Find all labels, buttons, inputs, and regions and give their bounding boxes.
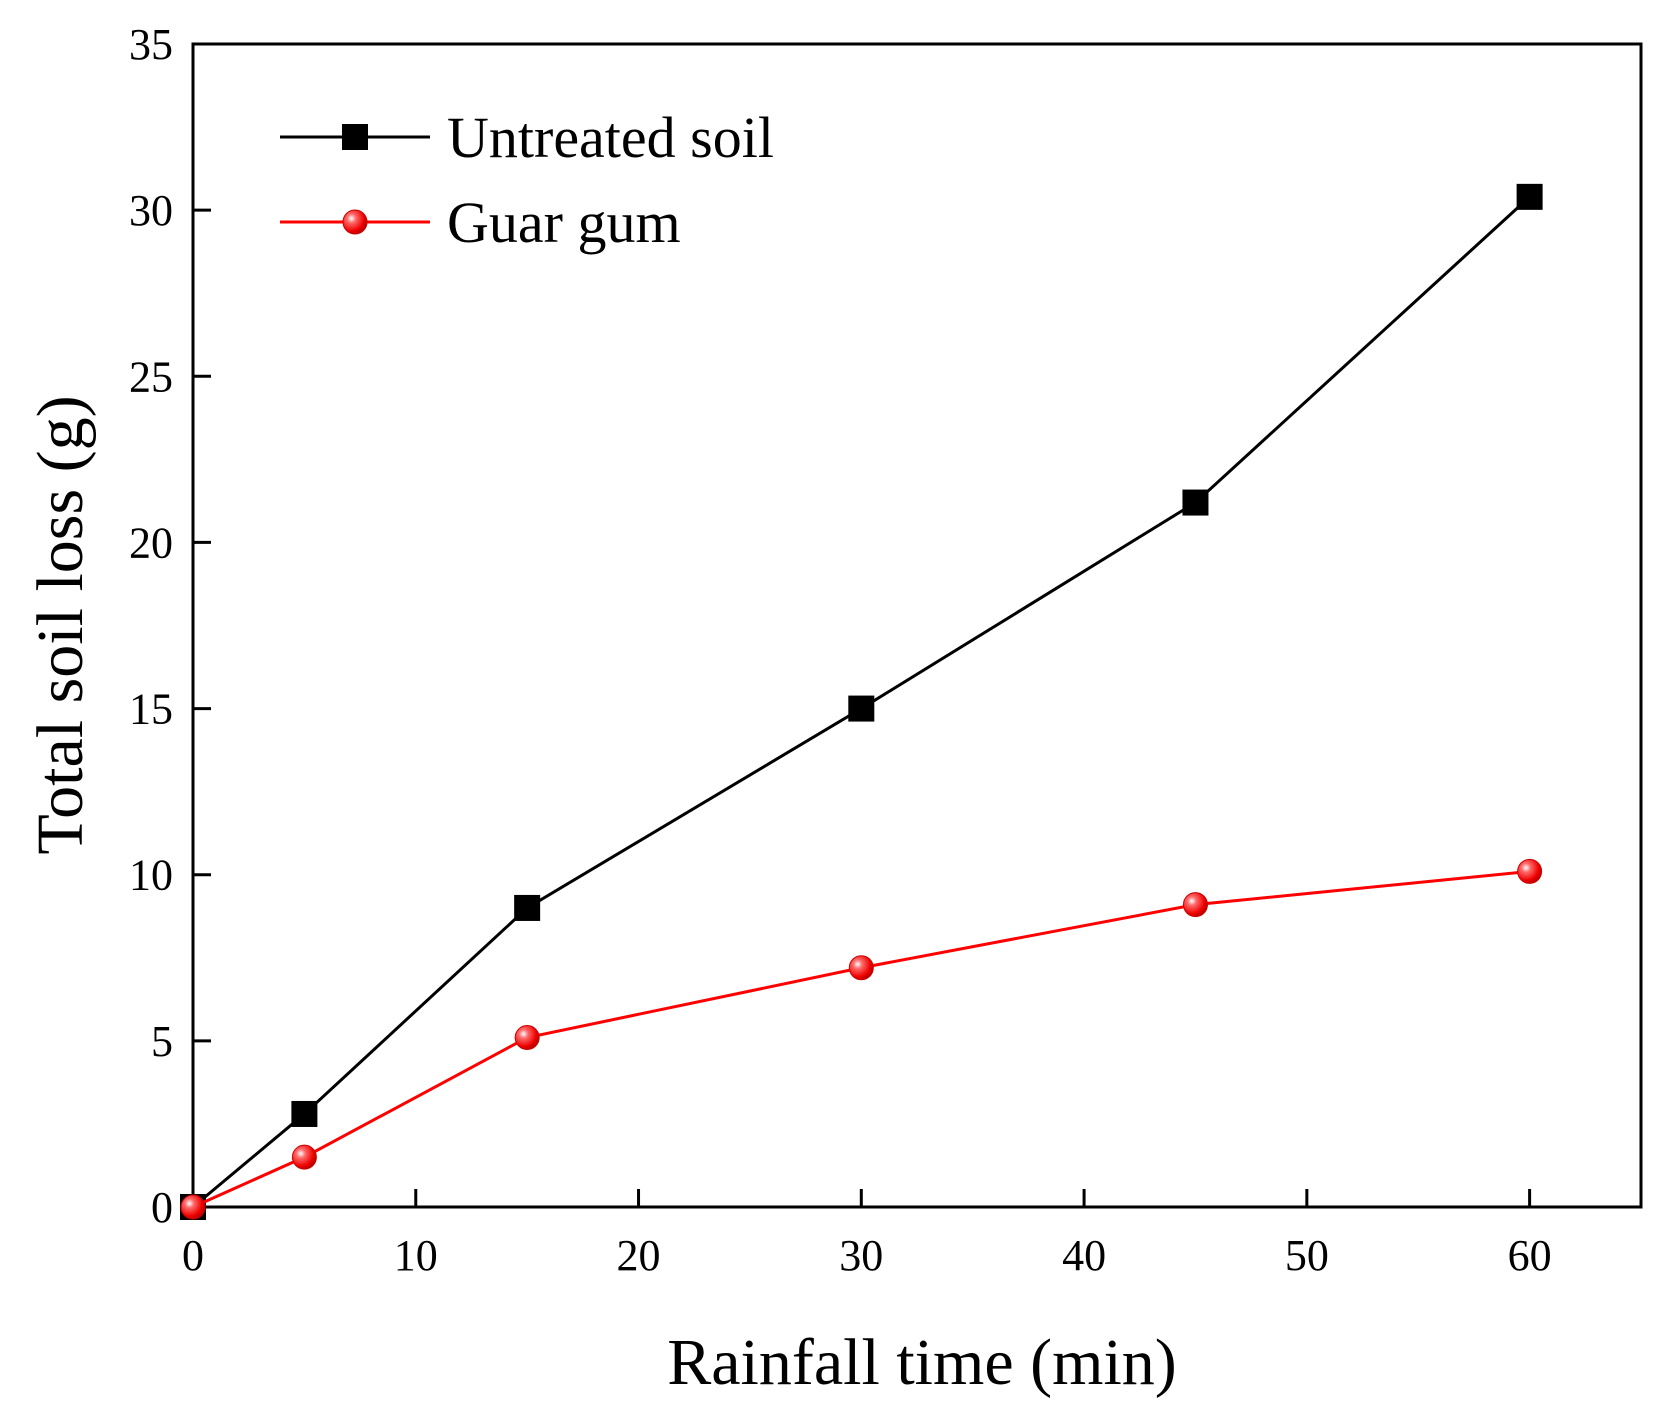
data-point (1517, 858, 1543, 884)
legend-marker-untreated (342, 124, 368, 150)
data-point (180, 1194, 206, 1220)
data-point (1516, 183, 1543, 210)
y-tick-label: 0 (151, 1183, 173, 1232)
legend-label-untreated: Untreated soil (447, 105, 774, 170)
data-point (291, 1144, 317, 1170)
data-point (514, 1025, 540, 1051)
data-point (1182, 489, 1209, 516)
x-tick-label: 50 (1285, 1231, 1329, 1280)
plot-frame (191, 42, 1643, 1209)
y-tick-label: 10 (129, 851, 173, 900)
data-point (514, 894, 541, 921)
legend: Untreated soil Guar gum (280, 105, 774, 255)
y-tick-label: 20 (129, 518, 173, 567)
series-0 (180, 183, 1543, 1220)
y-axis: 0 5 10 15 20 25 30 35 (129, 20, 211, 1232)
series-1 (180, 858, 1543, 1220)
legend-label-guar: Guar gum (447, 190, 681, 255)
data-point (848, 955, 874, 981)
y-axis-title: Total soil loss (g) (24, 395, 97, 854)
x-tick-label: 20 (617, 1231, 661, 1280)
x-axis-title: Rainfall time (min) (667, 1326, 1177, 1399)
x-tick-label: 30 (839, 1231, 883, 1280)
y-tick-label: 35 (129, 20, 173, 69)
legend-marker-guar (342, 209, 368, 235)
x-axis: 0 10 20 30 40 50 60 (182, 1189, 1552, 1280)
y-tick-label: 25 (129, 352, 173, 401)
series-layer (180, 183, 1543, 1220)
series-line (192, 869, 1530, 1209)
data-point (291, 1100, 318, 1127)
x-tick-label: 40 (1062, 1231, 1106, 1280)
y-tick-label: 15 (129, 685, 173, 734)
series-line (192, 195, 1531, 1209)
x-tick-label: 0 (182, 1231, 204, 1280)
y-tick-label: 30 (129, 186, 173, 235)
x-tick-label: 60 (1508, 1231, 1552, 1280)
plot-border (191, 42, 1643, 1209)
data-point (1182, 892, 1208, 918)
data-point (848, 695, 875, 722)
y-tick-label: 5 (151, 1017, 173, 1066)
x-tick-label: 10 (394, 1231, 438, 1280)
